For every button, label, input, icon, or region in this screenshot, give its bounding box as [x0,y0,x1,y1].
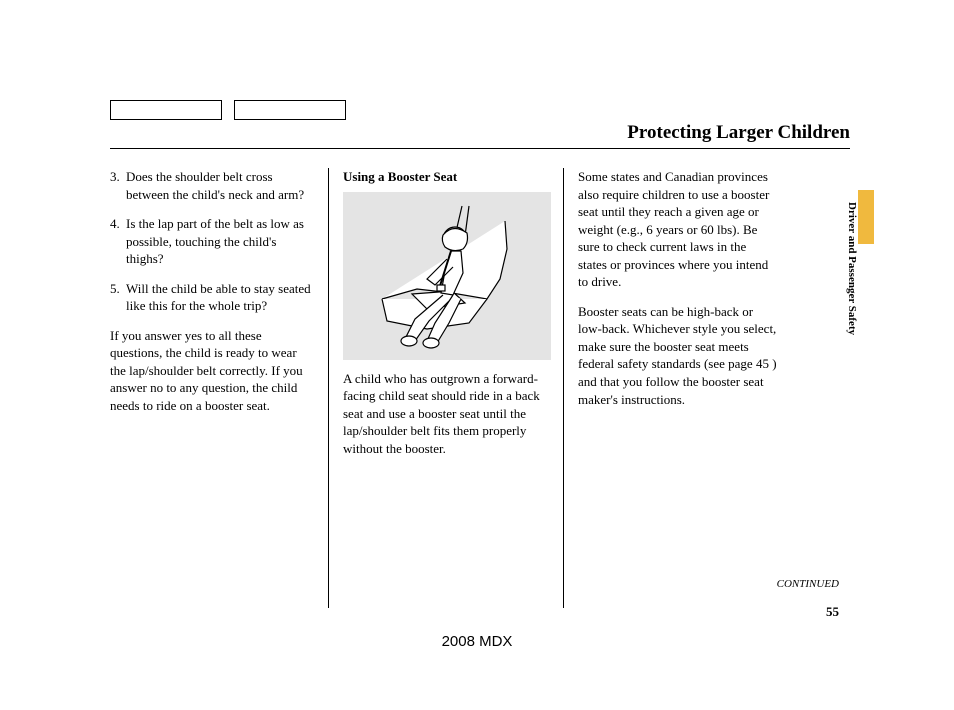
nav-box-2[interactable] [234,100,346,120]
page-reference[interactable]: 45 [753,356,773,371]
page-title: Protecting Larger Children [627,122,850,144]
content-columns: 3. Does the shoulder belt cross between … [110,168,850,608]
paragraph: Booster seats can be high-back or low-ba… [578,303,778,408]
child-booster-svg [357,201,537,351]
list-number: 4. [110,215,126,268]
list-item: 3. Does the shoulder belt cross between … [110,168,314,203]
list-item: 4. Is the lap part of the belt as low as… [110,215,314,268]
page-number: 55 [826,604,839,620]
continued-label: CONTINUED [777,578,839,590]
booster-seat-illustration [343,192,551,360]
section-tab [858,190,874,244]
list-item: 5. Will the child be able to stay seated… [110,280,314,315]
list-number: 5. [110,280,126,315]
text-run: Booster seats can be high-back or low-ba… [578,304,776,372]
list-text: Is the lap part of the belt as low as po… [126,215,314,268]
list-text: Does the shoulder belt cross between the… [126,168,314,203]
paragraph: If you answer yes to all these questions… [110,327,314,415]
header-rule [110,148,850,149]
column-3: Some states and Canadian provinces also … [564,168,778,608]
footer-model-year: 2008 MDX [0,633,954,650]
subheading: Using a Booster Seat [343,168,549,186]
column-2: Using a Booster Seat [328,168,564,608]
paragraph: Some states and Canadian provinces also … [578,168,778,291]
section-label: Driver and Passenger Safety [846,202,858,335]
nav-box-1[interactable] [110,100,222,120]
illustration-caption: A child who has outgrown a forward-facin… [343,370,549,458]
top-nav-boxes [110,100,346,120]
page-header: Protecting Larger Children [627,122,850,144]
list-text: Will the child be able to stay seated li… [126,280,314,315]
column-1: 3. Does the shoulder belt cross between … [110,168,328,608]
list-number: 3. [110,168,126,203]
